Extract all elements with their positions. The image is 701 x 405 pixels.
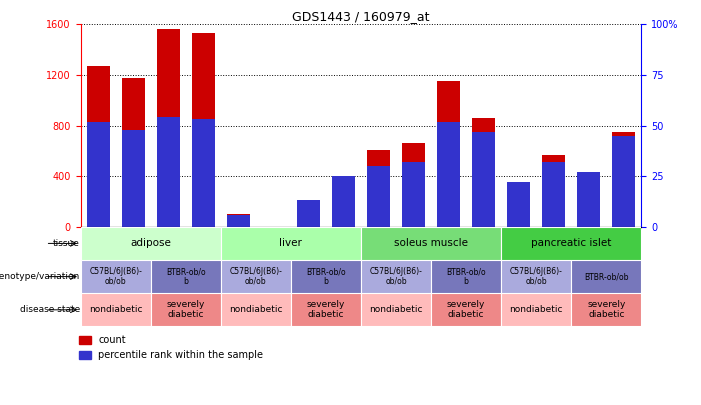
Text: C57BL/6J(B6)-
ob/ob: C57BL/6J(B6)- ob/ob <box>510 267 563 286</box>
Bar <box>508 183 530 227</box>
Bar <box>578 175 600 227</box>
Bar <box>297 200 320 227</box>
Text: tissue: tissue <box>53 239 80 248</box>
Bar <box>578 172 600 227</box>
Bar <box>151 293 221 326</box>
Text: C57BL/6J(B6)-
ob/ob: C57BL/6J(B6)- ob/ob <box>229 267 283 286</box>
Bar <box>501 260 571 293</box>
Text: severely
diabetic: severely diabetic <box>307 301 345 319</box>
Bar <box>87 122 109 227</box>
Bar <box>361 227 501 260</box>
Bar <box>402 162 425 227</box>
Bar <box>571 260 641 293</box>
Bar <box>81 227 221 260</box>
Bar <box>543 162 565 227</box>
Text: BTBR-ob/o
b: BTBR-ob/o b <box>166 267 205 286</box>
Text: BTBR-ob/ob: BTBR-ob/ob <box>584 272 629 281</box>
Bar <box>227 215 250 227</box>
Bar <box>367 166 390 227</box>
Text: liver: liver <box>280 239 302 248</box>
Legend: count, percentile rank within the sample: count, percentile rank within the sample <box>75 331 267 364</box>
Bar <box>81 293 151 326</box>
Bar <box>151 260 221 293</box>
Bar <box>122 130 144 227</box>
Bar <box>437 122 460 227</box>
Bar <box>221 293 291 326</box>
Bar <box>291 293 361 326</box>
Text: BTBR-ob/o
b: BTBR-ob/o b <box>447 267 486 286</box>
Text: severely
diabetic: severely diabetic <box>587 301 625 319</box>
Text: nondiabetic: nondiabetic <box>229 305 283 314</box>
Bar <box>543 155 565 227</box>
Bar <box>87 66 109 227</box>
Text: disease state: disease state <box>20 305 80 314</box>
Bar <box>361 260 431 293</box>
Bar <box>332 176 355 227</box>
Text: C57BL/6J(B6)-
ob/ob: C57BL/6J(B6)- ob/ob <box>369 267 423 286</box>
Bar <box>221 227 361 260</box>
Bar <box>227 214 250 227</box>
Title: GDS1443 / 160979_at: GDS1443 / 160979_at <box>292 10 430 23</box>
Bar <box>81 260 151 293</box>
Text: adipose: adipose <box>130 239 171 248</box>
Bar <box>361 293 431 326</box>
Bar <box>571 293 641 326</box>
Bar <box>431 260 501 293</box>
Bar <box>431 293 501 326</box>
Text: nondiabetic: nondiabetic <box>89 305 142 314</box>
Text: severely
diabetic: severely diabetic <box>447 301 485 319</box>
Text: BTBR-ob/o
b: BTBR-ob/o b <box>306 267 346 286</box>
Bar <box>472 118 495 227</box>
Bar <box>192 119 215 227</box>
Bar <box>367 149 390 227</box>
Bar <box>192 33 215 227</box>
Bar <box>221 260 291 293</box>
Bar <box>157 30 179 227</box>
Bar <box>122 78 144 227</box>
Bar <box>291 260 361 293</box>
Bar <box>613 132 635 227</box>
Bar <box>332 179 355 227</box>
Text: nondiabetic: nondiabetic <box>510 305 563 314</box>
Text: soleus muscle: soleus muscle <box>394 239 468 248</box>
Bar <box>501 227 641 260</box>
Text: severely
diabetic: severely diabetic <box>167 301 205 319</box>
Bar <box>297 200 320 227</box>
Bar <box>157 117 179 227</box>
Text: pancreatic islet: pancreatic islet <box>531 239 611 248</box>
Bar <box>472 132 495 227</box>
Bar <box>508 182 530 227</box>
Bar <box>501 293 571 326</box>
Bar <box>613 136 635 227</box>
Text: C57BL/6J(B6)-
ob/ob: C57BL/6J(B6)- ob/ob <box>89 267 142 286</box>
Bar <box>402 143 425 227</box>
Text: nondiabetic: nondiabetic <box>369 305 423 314</box>
Text: genotype/variation: genotype/variation <box>0 272 80 281</box>
Bar <box>437 81 460 227</box>
